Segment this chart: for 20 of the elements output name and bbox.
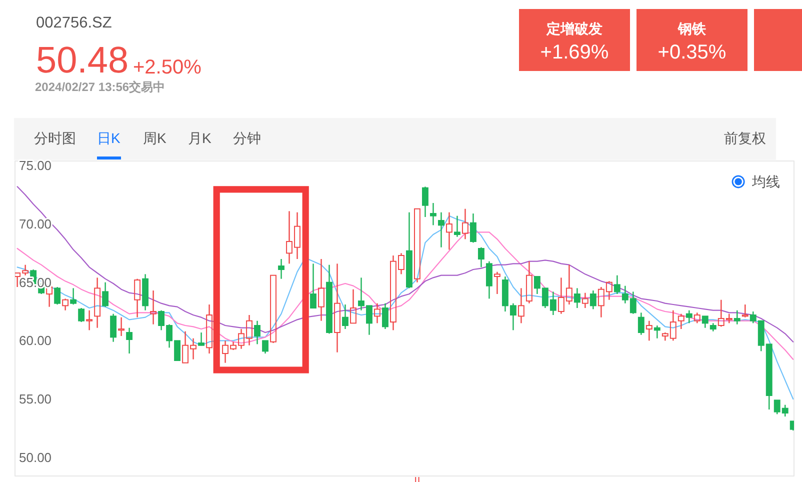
text: 月K bbox=[188, 130, 212, 146]
y-tick-label: 55.00 bbox=[19, 392, 52, 406]
y-tick-label: 60.00 bbox=[19, 333, 52, 348]
text: 前复权 bbox=[724, 130, 766, 146]
text: 分钟 bbox=[233, 130, 261, 146]
text: +1.69% bbox=[540, 42, 609, 64]
y-tick-label: 75.00 bbox=[19, 158, 52, 174]
text: 日K bbox=[97, 130, 121, 146]
text: 周K bbox=[143, 130, 167, 146]
text: 分时图 bbox=[34, 130, 76, 146]
y-tick-label: 70.00 bbox=[19, 216, 52, 232]
text: 2024/02/27 13:56交易中 bbox=[35, 80, 166, 94]
chart-title: 002756.SZ bbox=[36, 14, 112, 32]
text: +0.35% bbox=[658, 42, 726, 64]
text: +2.50% bbox=[133, 56, 202, 78]
text: 50.48 bbox=[36, 40, 129, 80]
text: 钢铁 bbox=[677, 20, 707, 36]
annotation: 均线 bbox=[751, 174, 780, 190]
y-tick-label: 50.00 bbox=[19, 450, 52, 465]
text: 定增破发 bbox=[546, 20, 602, 36]
